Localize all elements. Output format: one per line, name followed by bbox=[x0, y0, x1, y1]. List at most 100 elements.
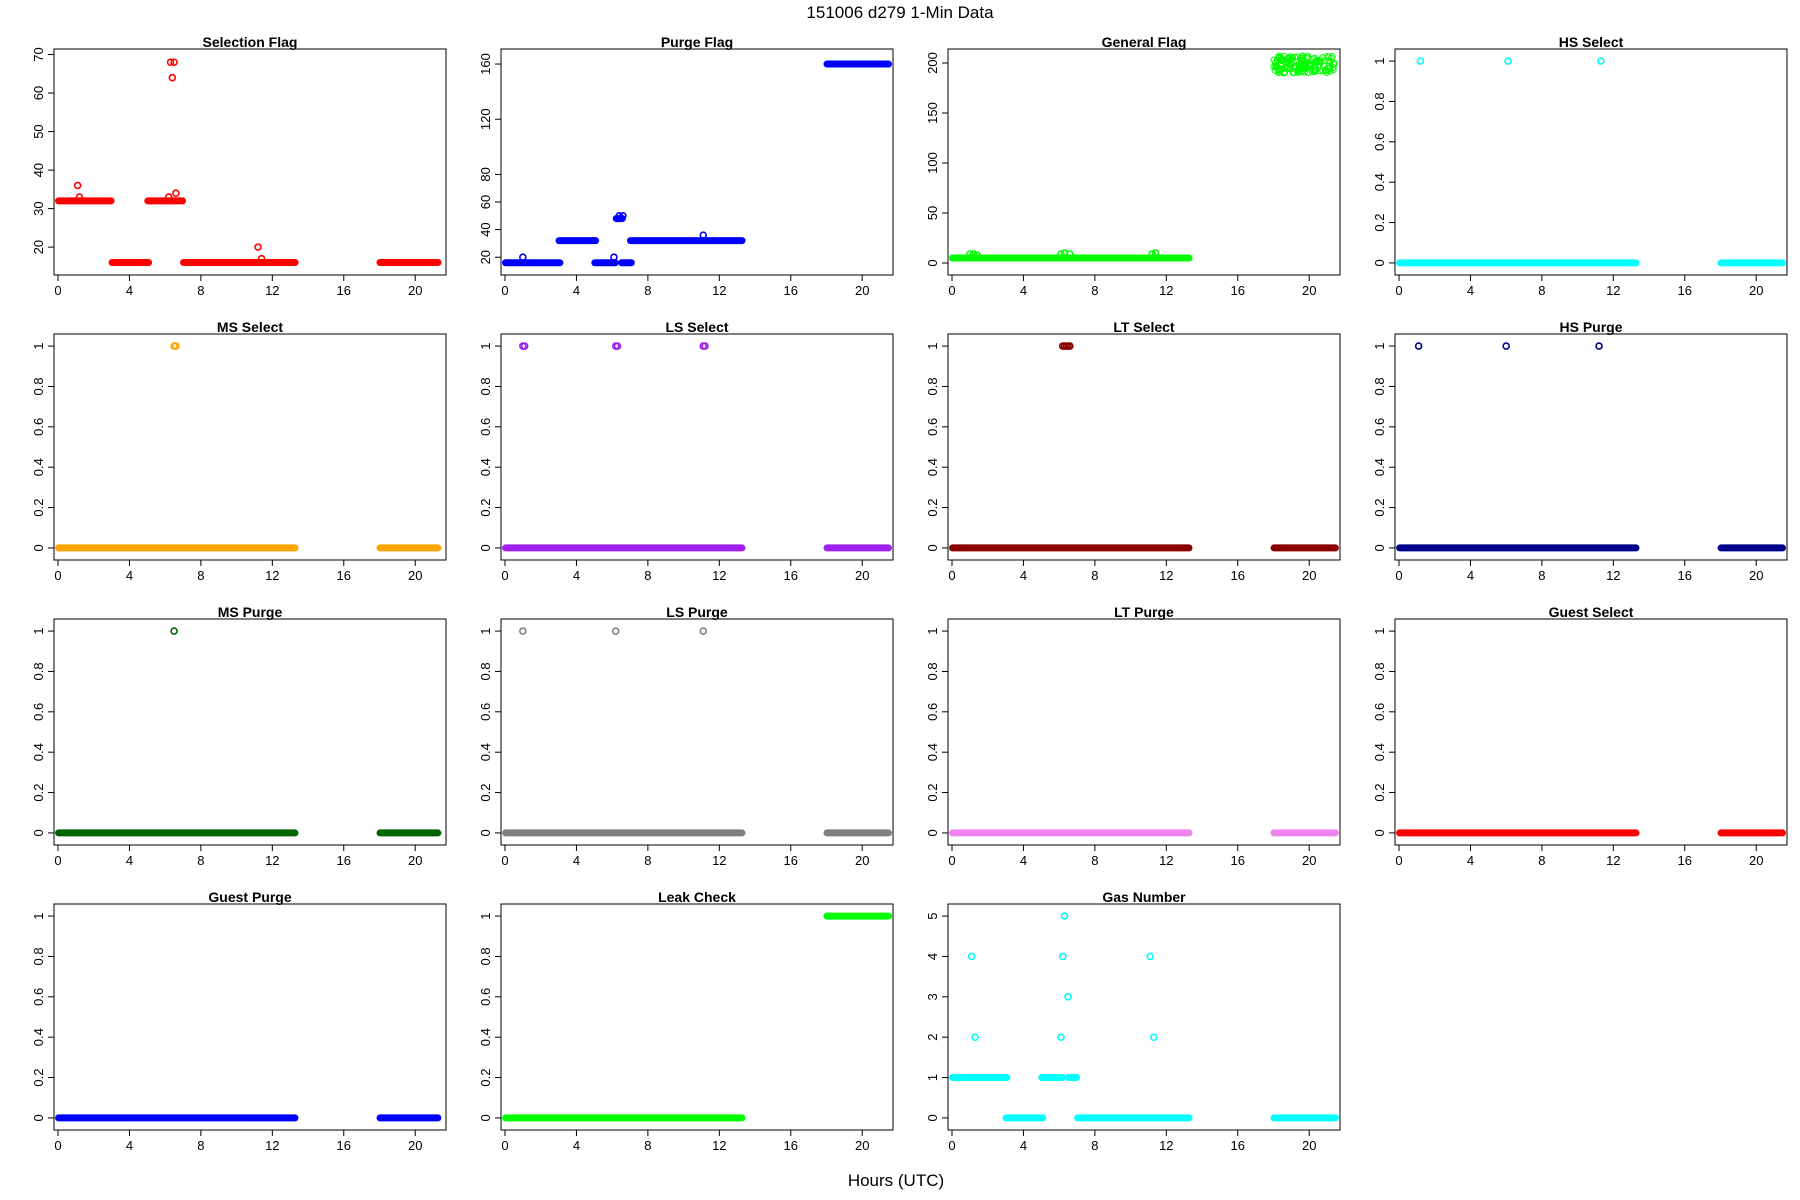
y-tick-label: 1 bbox=[1372, 342, 1387, 349]
x-tick-label: 12 bbox=[265, 853, 279, 868]
data-point bbox=[1304, 52, 1312, 60]
x-tick-label: 4 bbox=[126, 853, 133, 868]
y-tick-label: 0.8 bbox=[31, 662, 46, 680]
x-tick-label: 8 bbox=[197, 568, 204, 583]
x-tick-label: 4 bbox=[126, 1138, 133, 1153]
panel-hs-purge: HS Purge 0 4 8 12 16 20 0 0.2 0.4 0.6 0.8 1 bbox=[1372, 319, 1788, 583]
panel-guest-select: Guest Select 0 4 8 12 16 20 0 0.2 0.4 0.6 0.8 1 bbox=[1372, 604, 1788, 868]
data-point bbox=[611, 627, 620, 635]
data-run bbox=[376, 1114, 442, 1122]
panel-guest-purge: Guest Purge 0 4 8 12 16 20 0 0.2 0.4 0.6 0.8 1 bbox=[31, 889, 447, 1153]
y-tick-label: 100 bbox=[925, 152, 940, 174]
x-tick-label: 8 bbox=[1091, 1138, 1098, 1153]
x-tick-label: 20 bbox=[408, 283, 422, 298]
data-run bbox=[1270, 829, 1339, 837]
data-point bbox=[699, 627, 708, 635]
data-run bbox=[949, 544, 1193, 552]
x-tick-label: 4 bbox=[1467, 283, 1474, 298]
panel-lt-purge: LT Purge 0 4 8 12 16 20 0 0.2 0.4 0.6 0.8 1 bbox=[925, 604, 1341, 868]
x-tick-label: 12 bbox=[1159, 853, 1173, 868]
y-tick-label: 0.8 bbox=[925, 377, 940, 395]
data-point bbox=[1303, 64, 1311, 72]
y-tick-label: 0.4 bbox=[478, 743, 493, 761]
y-tick-label: 0.8 bbox=[31, 377, 46, 395]
data-layer bbox=[55, 342, 442, 552]
data-point bbox=[701, 342, 709, 350]
plot-frame bbox=[500, 48, 894, 276]
x-tick-label: 12 bbox=[1159, 568, 1173, 583]
figure-title: 151006 d279 1-Min Data bbox=[806, 3, 994, 22]
x-tick-label: 0 bbox=[54, 1138, 61, 1153]
x-tick-label: 16 bbox=[337, 568, 351, 583]
x-tick-label: 8 bbox=[644, 853, 651, 868]
x-tick-label: 20 bbox=[1302, 568, 1316, 583]
plot-frame bbox=[500, 333, 894, 561]
data-run bbox=[555, 237, 600, 245]
x-tick-label: 4 bbox=[1020, 283, 1027, 298]
x-tick-label: 12 bbox=[265, 283, 279, 298]
data-point bbox=[1150, 1033, 1158, 1041]
y-tick-label: 1 bbox=[925, 342, 940, 349]
y-tick-label: 150 bbox=[925, 102, 940, 124]
x-tick-label: 16 bbox=[784, 283, 798, 298]
data-point bbox=[966, 250, 974, 258]
data-point bbox=[1326, 67, 1334, 75]
data-layer bbox=[949, 342, 1339, 552]
data-point bbox=[73, 181, 82, 190]
panel-title: LS Select bbox=[665, 319, 728, 335]
data-run bbox=[1002, 1114, 1047, 1122]
data-point bbox=[1307, 62, 1315, 70]
data-run bbox=[502, 1114, 746, 1122]
data-run bbox=[55, 544, 299, 552]
y-tick-label: 0.8 bbox=[478, 377, 493, 395]
y-tick-label: 4 bbox=[925, 953, 940, 960]
data-point bbox=[172, 189, 180, 197]
y-tick-label: 0.6 bbox=[1372, 133, 1387, 151]
data-point bbox=[613, 342, 622, 350]
y-tick-label: 0 bbox=[1372, 829, 1387, 836]
data-point bbox=[1502, 342, 1510, 350]
y-tick-label: 0.4 bbox=[478, 458, 493, 476]
data-point bbox=[1057, 1033, 1065, 1041]
y-tick-label: 1 bbox=[478, 342, 493, 349]
x-tick-label: 0 bbox=[948, 853, 955, 868]
plot-frame bbox=[500, 903, 894, 1131]
x-tick-label: 12 bbox=[1606, 568, 1620, 583]
data-point bbox=[1295, 65, 1303, 73]
data-point bbox=[1312, 66, 1320, 74]
x-tick-label: 0 bbox=[54, 853, 61, 868]
x-tick-label: 20 bbox=[855, 568, 869, 583]
data-point bbox=[1504, 57, 1512, 65]
data-point bbox=[1290, 69, 1298, 77]
panel-purge-flag: Purge Flag 0 4 8 12 16 20 20 40 60 80 120 160 bbox=[478, 34, 894, 298]
panel-title: General Flag bbox=[1102, 34, 1187, 50]
y-tick-label: 0.2 bbox=[1372, 784, 1387, 802]
x-tick-label: 12 bbox=[1159, 1138, 1173, 1153]
y-tick-label: 0.6 bbox=[1372, 703, 1387, 721]
data-point bbox=[1146, 952, 1155, 961]
x-tick-label: 20 bbox=[1749, 853, 1763, 868]
data-point bbox=[172, 342, 180, 350]
y-tick-label: 1 bbox=[31, 342, 46, 349]
data-layer bbox=[55, 1114, 442, 1122]
y-tick-label: 3 bbox=[925, 993, 940, 1000]
data-point bbox=[1058, 952, 1067, 961]
panel-lt-select: LT Select 0 4 8 12 16 20 0 0.2 0.4 0.6 0.8 1 bbox=[925, 319, 1341, 583]
data-run bbox=[823, 912, 892, 920]
data-run bbox=[1396, 259, 1640, 267]
data-run bbox=[376, 544, 442, 552]
y-tick-label: 0.8 bbox=[925, 662, 940, 680]
x-tick-label: 20 bbox=[1749, 283, 1763, 298]
data-point bbox=[1329, 63, 1337, 71]
panel-leak-check: Leak Check 0 4 8 12 16 20 0 0.2 0.4 0.6 0.8 1 bbox=[478, 889, 894, 1153]
x-tick-label: 12 bbox=[712, 283, 726, 298]
x-tick-label: 0 bbox=[501, 1138, 508, 1153]
data-layer bbox=[502, 342, 892, 552]
data-run bbox=[108, 259, 153, 267]
x-tick-label: 8 bbox=[1538, 853, 1545, 868]
data-point bbox=[1064, 993, 1072, 1001]
data-point bbox=[1066, 250, 1074, 258]
x-tick-label: 8 bbox=[197, 283, 204, 298]
y-tick-label: 1 bbox=[1372, 627, 1387, 634]
